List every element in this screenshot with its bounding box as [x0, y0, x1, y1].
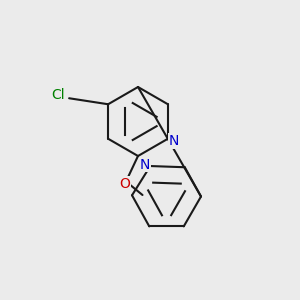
Text: N: N — [140, 158, 150, 172]
Text: N: N — [169, 134, 179, 148]
Text: O: O — [119, 177, 130, 191]
Text: Cl: Cl — [51, 88, 64, 102]
